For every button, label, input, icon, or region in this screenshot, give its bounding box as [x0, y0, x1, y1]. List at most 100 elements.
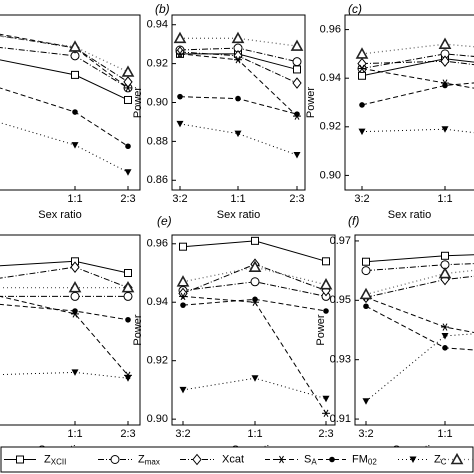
panel-label: (e) [157, 214, 172, 228]
legend-main: Z [434, 453, 441, 465]
marker-dot [125, 143, 131, 150]
legend-sub: max [145, 458, 160, 467]
x-tick-label: 2:3 [318, 428, 333, 440]
x-axis-label: Sex ratio [388, 209, 431, 221]
legend-main: Xcat [222, 453, 244, 465]
marker [293, 65, 301, 74]
marker-dot [72, 109, 78, 115]
marker [441, 126, 449, 133]
marker-dot [252, 296, 258, 303]
marker [68, 40, 82, 52]
marker [124, 269, 132, 277]
marker [110, 455, 120, 464]
marker-dot [359, 102, 365, 108]
x-tick-label: 1:1 [67, 193, 82, 205]
x-tick-label: 3:2 [172, 193, 187, 205]
marker [293, 152, 301, 159]
y-tick-label: 0.90 [320, 169, 341, 181]
marker [70, 261, 80, 273]
marker [192, 453, 202, 466]
marker [233, 50, 243, 62]
y-axis-label: Power [132, 314, 144, 346]
marker [441, 251, 449, 260]
marker-triangle-down [362, 398, 370, 405]
marker-square [251, 236, 259, 245]
marker [438, 37, 452, 49]
legend-main: FM [352, 453, 368, 465]
series-line [182, 266, 327, 286]
marker [123, 76, 133, 88]
marker-dot [125, 316, 131, 323]
marker [121, 280, 135, 293]
marker [441, 323, 449, 331]
marker [68, 280, 82, 293]
marker [359, 287, 373, 300]
y-tick-label: 0.95 [330, 294, 351, 306]
marker [329, 456, 335, 463]
marker-circle [70, 291, 80, 301]
marker-circle [250, 277, 260, 287]
x-tick-label: 3:2 [175, 428, 190, 440]
marker-triangle-down [293, 152, 301, 159]
marker [176, 120, 184, 128]
marker [319, 278, 333, 290]
marker-dot [177, 93, 183, 100]
legend-label: ZC [434, 453, 447, 466]
y-tick-label: 0.94 [147, 296, 168, 308]
marker [250, 277, 260, 287]
marker [234, 130, 242, 138]
y-tick-label: 0.96 [147, 238, 168, 250]
marker-square [322, 257, 330, 266]
marker-star [323, 409, 329, 418]
marker-dot [442, 82, 448, 89]
marker-triangle-up [176, 275, 190, 287]
legend-label: Zmax [138, 453, 160, 466]
marker [441, 332, 449, 340]
panel-label: (b) [155, 2, 170, 16]
marker [355, 47, 369, 59]
legend-label: SA [304, 453, 317, 466]
marker [322, 257, 330, 266]
marker-dot [235, 95, 241, 102]
marker-triangle-down [124, 169, 132, 176]
marker [179, 242, 187, 251]
x-tick-label: 2:3 [120, 428, 135, 440]
marker-diamond [178, 287, 188, 300]
marker [450, 452, 464, 465]
marker [72, 109, 78, 115]
marker [358, 71, 366, 80]
marker [176, 50, 184, 58]
marker-triangle-up [231, 31, 245, 44]
marker [173, 31, 187, 44]
x-axis-label: Sex ratio [217, 209, 260, 221]
marker [292, 77, 302, 89]
marker-diamond [192, 453, 202, 466]
marker-triangle-down [176, 120, 184, 128]
marker-star [177, 50, 183, 58]
marker [178, 287, 188, 300]
panel: 0.94 0.92 0.90 0.88 0.86 3:2 1:1 2:3 Sex ratio Po… [132, 2, 306, 221]
marker-triangle-up [438, 37, 452, 49]
marker-triangle-up [121, 280, 135, 293]
series-line [0, 33, 129, 89]
y-tick-label: 0.92 [320, 121, 341, 133]
x-tick-label: 2:3 [120, 193, 135, 205]
marker-square [16, 455, 24, 464]
x-tick-label: 1:1 [230, 193, 245, 205]
y-axis-label: Power [132, 87, 144, 119]
marker-square [179, 242, 187, 251]
series-line [182, 281, 327, 297]
marker [294, 111, 300, 117]
panel-label: (f) [348, 214, 359, 228]
marker-star [279, 455, 284, 464]
marker-triangle-down [251, 375, 259, 382]
y-tick-label: 0.90 [147, 96, 168, 108]
plot-frame [171, 234, 336, 426]
marker-square [124, 269, 132, 277]
marker-triangle-down [179, 386, 187, 394]
marker-triangle-up [450, 452, 464, 465]
marker-triangle-down [234, 130, 242, 138]
